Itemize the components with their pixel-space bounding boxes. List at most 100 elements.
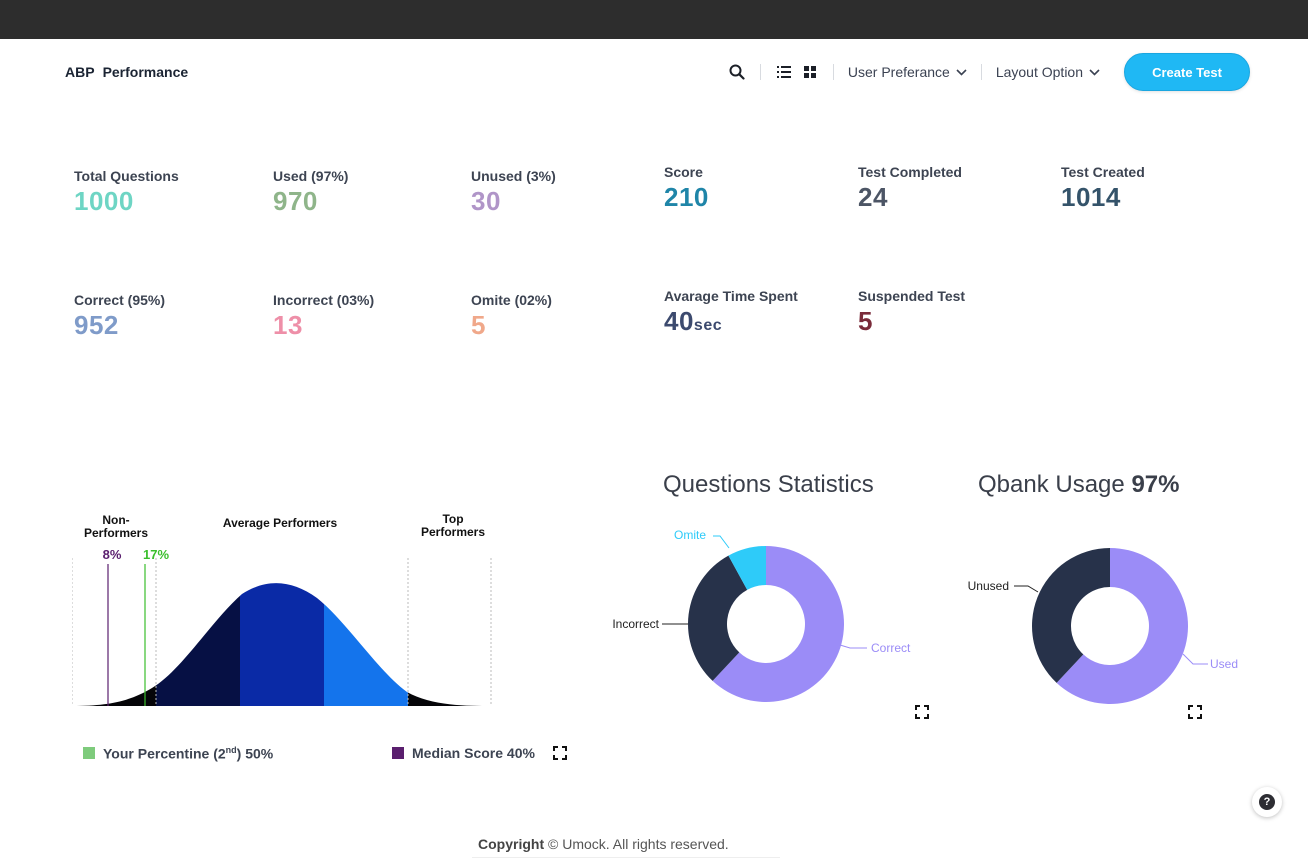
chevron-down-icon <box>956 68 967 76</box>
qbank-usage-title: Qbank Usage 97% <box>978 471 1179 499</box>
legend-percentile-suffix: ) 50% <box>236 745 274 762</box>
stat-label: Correct (95%) <box>74 292 166 308</box>
label-average-performers: Average Performers <box>223 516 338 530</box>
stat-omite: Omite (02%) 5 <box>471 292 552 341</box>
top-strip <box>0 0 1308 39</box>
bell-region-top-performers <box>408 583 492 706</box>
questions-statistics-label-incorrect: Incorrect <box>612 617 659 631</box>
qbank-usage-label-used: Used <box>1210 657 1238 671</box>
help-icon: ? <box>1259 794 1275 810</box>
percentile-marker-label: 17% <box>143 547 169 562</box>
stat-value: 24 <box>858 182 888 212</box>
grid-view-icon[interactable] <box>801 63 819 81</box>
user-preference-dropdown[interactable]: User Preferance <box>848 64 967 80</box>
stat-total-questions: Total Questions 1000 <box>74 168 179 217</box>
divider <box>832 64 834 80</box>
brand-abp: ABP <box>65 64 95 80</box>
legend-swatch-median <box>392 747 404 759</box>
stat-test-created: Test Created 1014 <box>1061 164 1145 213</box>
help-button[interactable]: ? <box>1252 787 1282 817</box>
stat-incorrect: Incorrect (03%) 13 <box>273 292 374 341</box>
qbank-usage-title-text: Qbank Usage <box>978 471 1125 498</box>
stat-value: 1014 <box>1061 182 1121 212</box>
copyright-bold: Copyright <box>478 836 545 852</box>
label-non-performers: Non-Performers <box>84 513 148 540</box>
user-preference-label: User Preferance <box>847 64 950 80</box>
stat-test-completed: Test Completed 24 <box>858 164 962 213</box>
stat-score: Score 210 <box>664 164 709 213</box>
stat-value: 5 <box>858 306 873 336</box>
qbank-usage-leader-line <box>1182 653 1208 665</box>
label-top-performers: Top Performers <box>421 512 485 539</box>
legend-percentile-prefix: Your Percentine (2 <box>103 745 226 762</box>
qbank-usage-percent: 97% <box>1131 471 1180 498</box>
stat-unit: sec <box>693 317 723 334</box>
stat-label: Test Created <box>1061 164 1145 180</box>
legend-percentile: Your Percentine (2nd) 50% <box>83 745 273 762</box>
qbank-usage-slice-used[interactable] <box>1056 548 1188 704</box>
brand-title: Performance <box>102 64 189 80</box>
expand-icon[interactable] <box>1188 705 1202 719</box>
bell-region-lower-average <box>156 583 240 706</box>
stat-value: 970 <box>273 186 318 216</box>
qbank-usage-slice-unused[interactable] <box>1032 548 1110 683</box>
stat-label: Test Completed <box>858 164 962 180</box>
bell-region-upper-average <box>324 583 408 706</box>
questions-statistics-leader-line <box>839 644 867 649</box>
questions-statistics-donut: Correct Incorrect Omite <box>612 528 911 702</box>
expand-icon[interactable] <box>552 746 567 760</box>
bell-region-average <box>240 583 324 706</box>
stat-label: Total Questions <box>74 168 179 184</box>
divider <box>980 64 982 80</box>
stat-correct: Correct (95%) 952 <box>74 292 165 341</box>
legend-median-label: Median Score 40% <box>412 745 535 761</box>
layout-option-label: Layout Option <box>995 64 1083 80</box>
stat-value: 40 <box>664 306 694 336</box>
chevron-down-icon <box>1089 68 1100 76</box>
brand[interactable]: ABP Performance <box>65 64 188 80</box>
expand-icon[interactable] <box>915 705 929 719</box>
stat-value: 952 <box>74 310 119 340</box>
legend-swatch-percentile <box>83 747 95 760</box>
footer: Copyright © Umock. All rights reserved. <box>478 836 729 852</box>
stat-label: Used (97%) <box>273 168 349 184</box>
qbank-usage-label-unused: Unused <box>968 579 1009 593</box>
bell-region-non-performers <box>72 583 156 706</box>
header: ABP Performance User Preferance Layout Op… <box>0 39 1308 109</box>
questions-statistics-slice-incorrect[interactable] <box>688 555 748 681</box>
questions-statistics-slice-correct[interactable] <box>712 546 844 702</box>
stat-label: Incorrect (03%) <box>273 292 375 308</box>
stat-unused: Unused (3%) 30 <box>471 168 556 217</box>
stat-value: 30 <box>471 186 501 216</box>
stat-value-wrap: 40sec <box>664 306 798 337</box>
divider <box>759 64 761 80</box>
list-view-icon[interactable] <box>775 63 793 81</box>
stat-average-time: Avarage Time Spent 40sec <box>664 288 798 337</box>
questions-statistics-label-omite: Omite <box>674 528 706 542</box>
questions-statistics-slice-omite[interactable] <box>728 546 766 590</box>
stat-label: Unused (3%) <box>471 168 556 184</box>
stat-value: 13 <box>273 310 303 340</box>
legend-percentile-label: Your Percentine (2nd) 50% <box>103 745 273 762</box>
stat-label: Avarage Time Spent <box>664 288 798 304</box>
legend-median: Median Score 40% <box>392 745 567 761</box>
search-icon[interactable] <box>728 63 746 81</box>
copyright-text: © Umock. All rights reserved. <box>548 836 729 852</box>
create-test-button[interactable]: Create Test <box>1124 53 1250 91</box>
stat-used: Used (97%) 970 <box>273 168 348 217</box>
toolbar: User Preferance Layout Option Create Tes… <box>728 53 1250 91</box>
layout-option-dropdown[interactable]: Layout Option <box>996 64 1100 80</box>
stat-value: 5 <box>471 310 486 340</box>
stat-label: Omite (02%) <box>471 292 552 308</box>
questions-statistics-label-correct: Correct <box>871 641 911 655</box>
median-marker-label: 8% <box>103 547 122 562</box>
stat-value: 210 <box>664 182 709 212</box>
qbank-usage-donut: Used Unused <box>968 548 1238 704</box>
legend-percentile-sup: nd <box>225 745 237 755</box>
bell-curve-chart: 8% 17% Non-Performers Average Performers… <box>72 512 492 706</box>
stat-value: 1000 <box>74 186 134 216</box>
stat-label: Score <box>664 164 703 180</box>
qbank-usage-leader-line <box>1014 585 1039 593</box>
questions-statistics-leader-line <box>713 535 730 549</box>
stat-suspended: Suspended Test 5 <box>858 288 965 337</box>
